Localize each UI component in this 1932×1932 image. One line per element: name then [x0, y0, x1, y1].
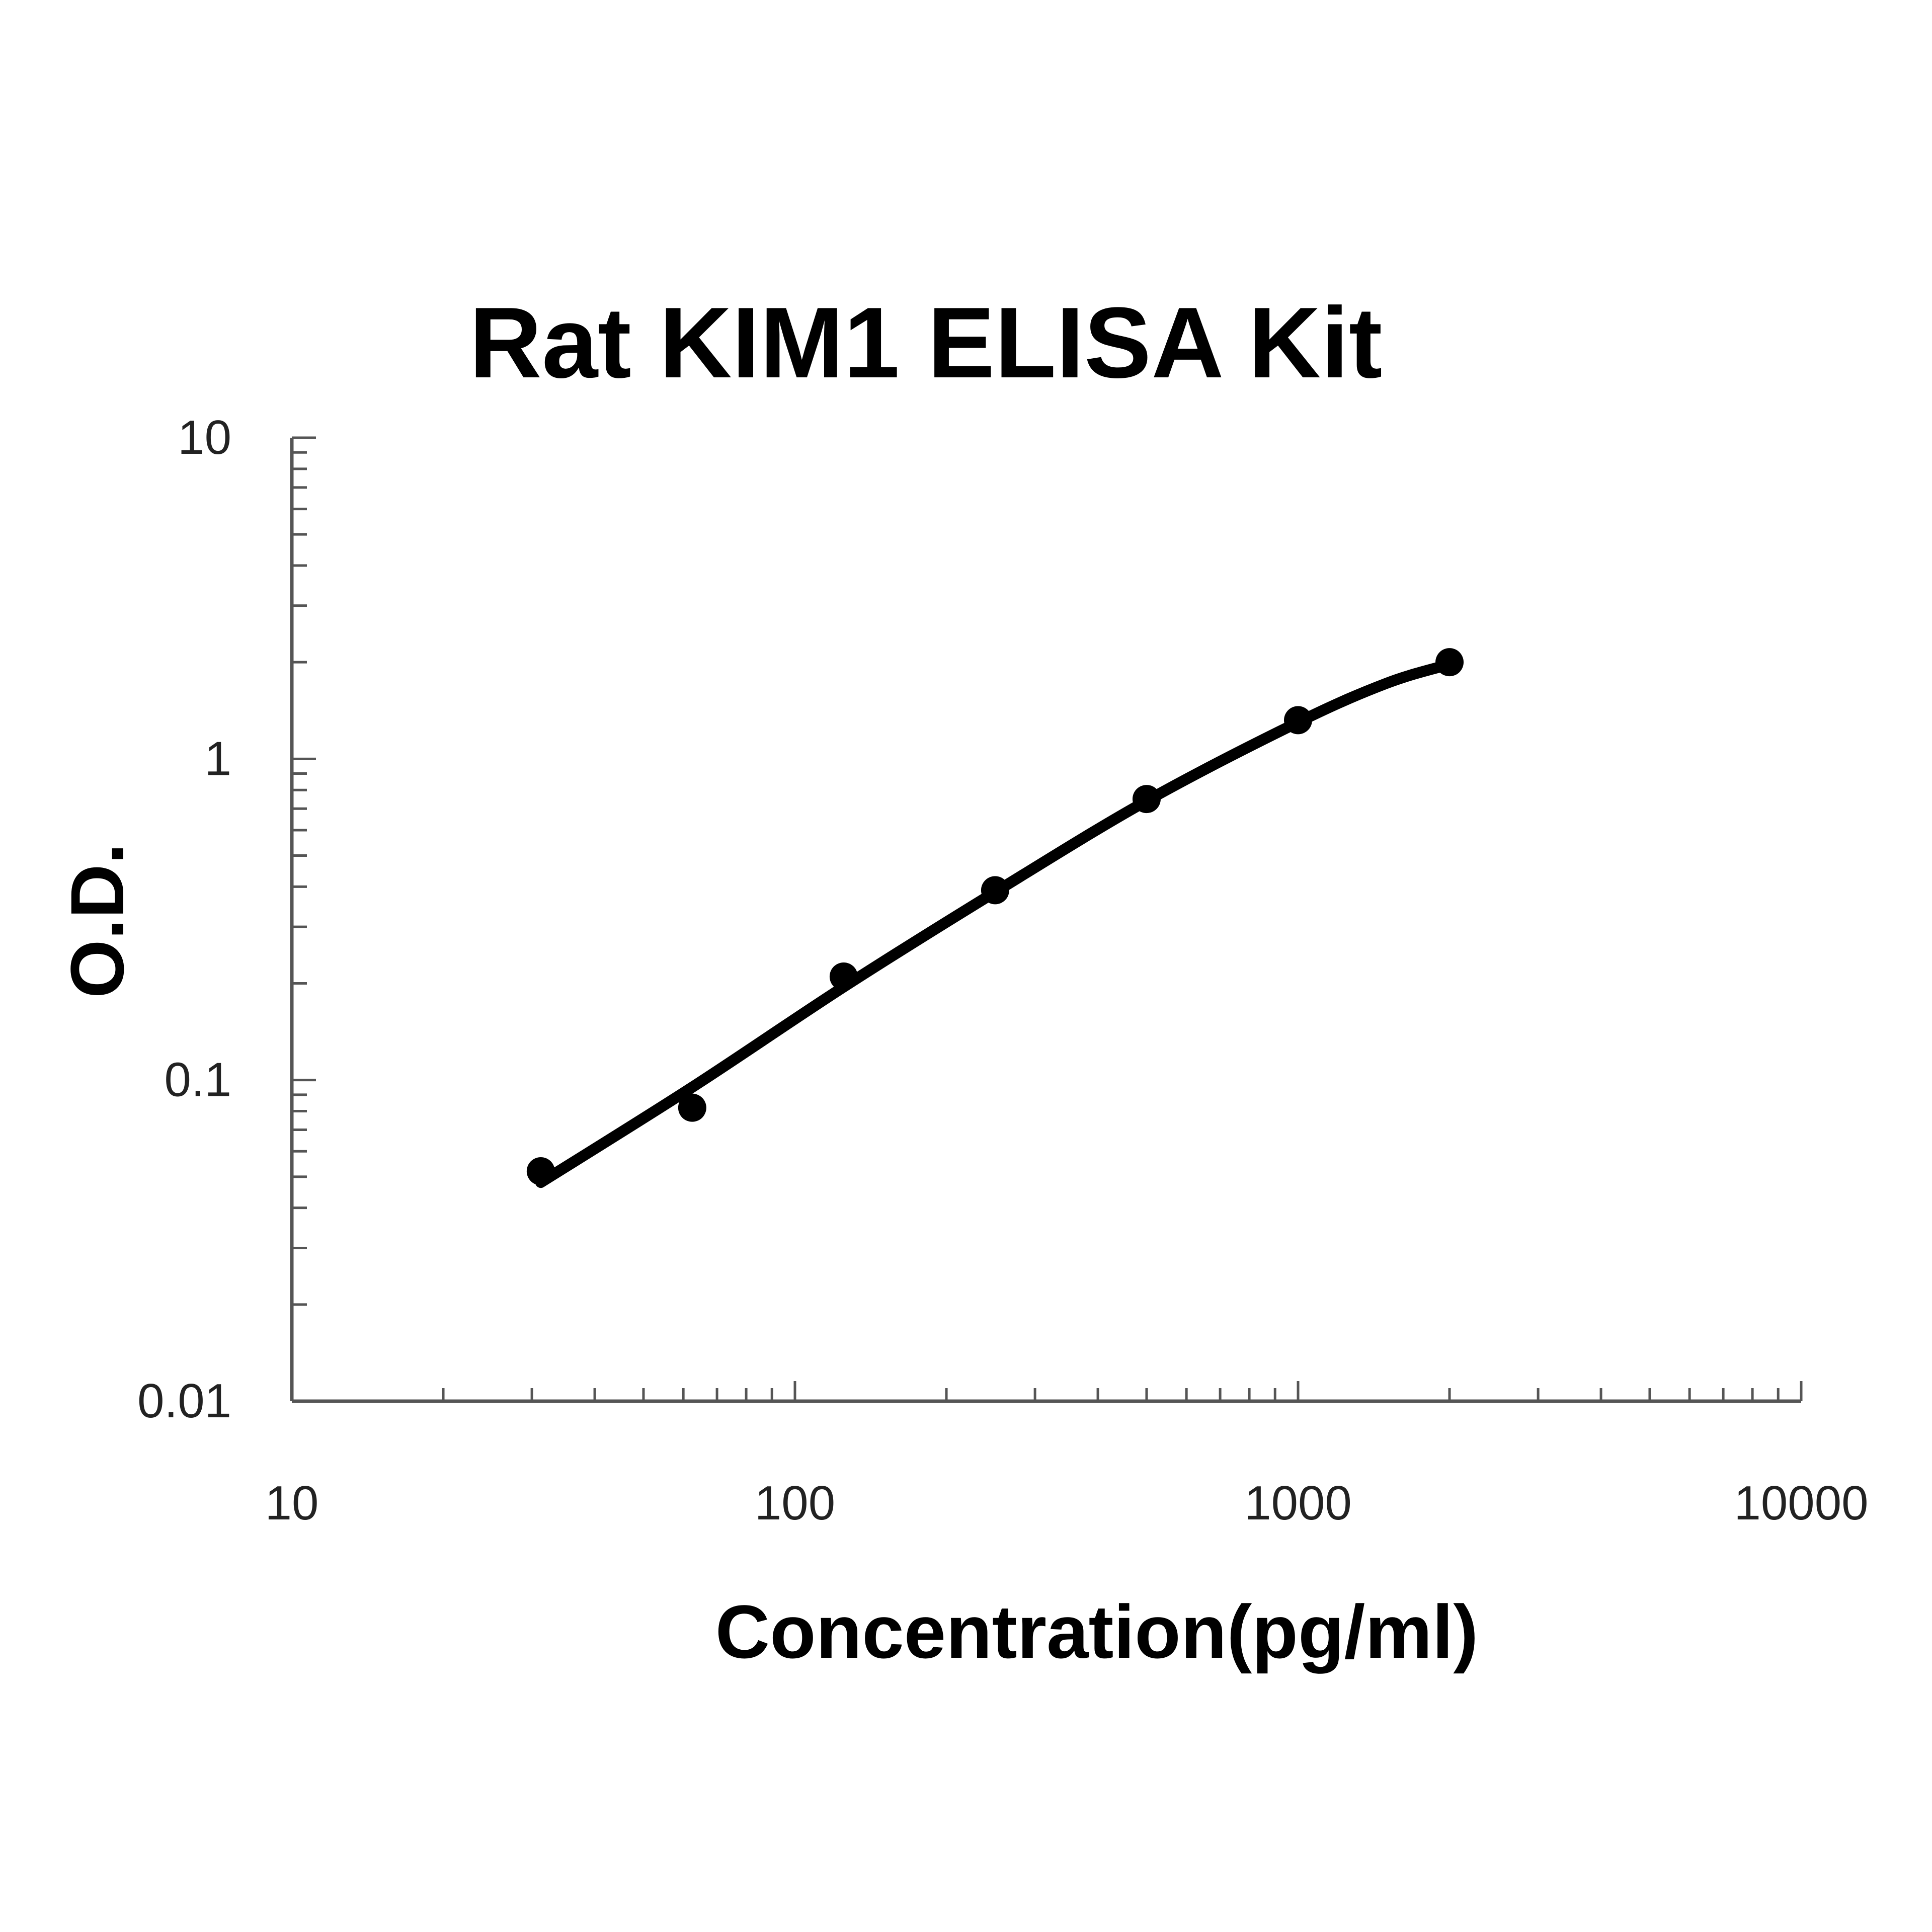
- x-axis-label: Concentration(pg/ml): [715, 1589, 1479, 1674]
- data-point: [1284, 706, 1312, 735]
- tick-marks: [290, 436, 1803, 1403]
- data-point: [829, 962, 858, 991]
- data-point: [1132, 785, 1161, 814]
- data-points: [526, 648, 1464, 1185]
- data-point: [678, 1093, 706, 1122]
- y-tick-label: 0.01: [137, 1374, 231, 1428]
- data-point: [1435, 648, 1464, 677]
- chart-title: Rat KIM1 ELISA Kit: [469, 287, 1383, 399]
- x-tick-label: 100: [755, 1476, 835, 1530]
- data-point: [526, 1157, 555, 1185]
- fit-curve: [535, 659, 1456, 1188]
- y-axis-label: O.D.: [55, 843, 139, 998]
- data-point: [981, 876, 1009, 905]
- y-tick-label: 1: [205, 732, 231, 785]
- x-tick-label: 1000: [1244, 1476, 1352, 1530]
- tick-labels: 10 100 1000 10000 0.01 0.1 1 10: [137, 411, 1868, 1530]
- x-tick-label: 10: [265, 1476, 319, 1530]
- y-tick-label: 10: [178, 411, 231, 464]
- axes: [290, 438, 1801, 1403]
- y-tick-label: 0.1: [165, 1053, 231, 1107]
- x-tick-label: 10000: [1734, 1476, 1869, 1530]
